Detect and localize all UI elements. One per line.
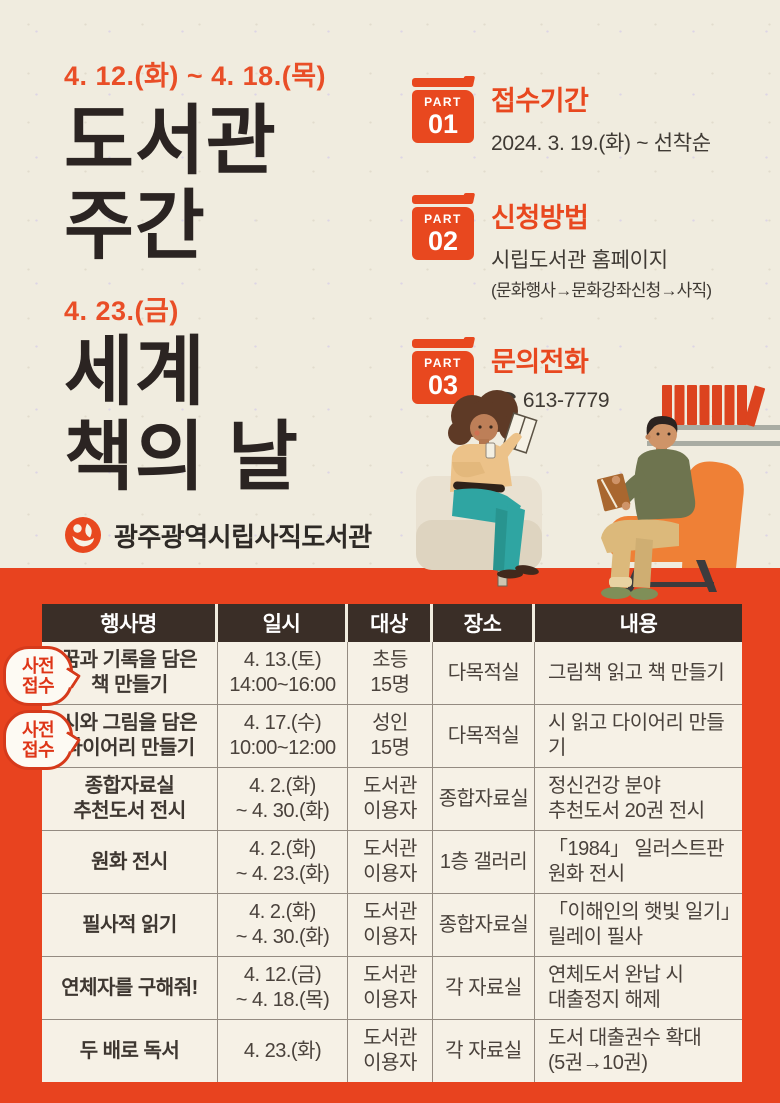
- organization-name: 광주광역시립사직도서관: [114, 521, 372, 552]
- table-row: 원화 전시 4. 2.(화) ~ 4. 23.(화) 도서관 이용자 1층 갤러…: [42, 830, 742, 893]
- title-world-book-day: 세계 책의 날: [64, 330, 372, 500]
- event-target: 도서관 이용자: [348, 957, 433, 1019]
- part-item-reception-period: PART 01 접수기간 2024. 3. 19.(화) ~ 선착순: [412, 78, 777, 157]
- book-cover-body: PART 02: [412, 207, 474, 260]
- table-row: 시와 그림을 담은 다이어리 만들기 4. 17.(수) 10:00~12:00…: [42, 704, 742, 767]
- man-reading-figure: [596, 416, 696, 600]
- event-place: 1층 갤러리: [433, 831, 535, 893]
- event-target: 도서관 이용자: [348, 1020, 433, 1082]
- organization-row: 광주광역시립사직도서관: [64, 516, 372, 554]
- part-detail: 시립도서관 홈페이지: [491, 249, 668, 272]
- red-book-icon: PART 03: [412, 339, 474, 404]
- part-tag: PART: [424, 355, 462, 370]
- event-target: 도서관 이용자: [348, 831, 433, 893]
- event-target: 성인 15명: [348, 705, 433, 767]
- part-number: 03: [427, 369, 459, 400]
- library-logo-icon: [65, 517, 101, 554]
- part-detail-sub: (문화행사→문화강좌신청→사직): [491, 281, 712, 300]
- part-number: 01: [427, 108, 459, 139]
- book-cover-body: PART 01: [412, 90, 474, 143]
- reading-people-illustration: [416, 385, 780, 600]
- table-row: 연체자를 구해줘! 4. 12.(금) ~ 4. 18.(목) 도서관 이용자 …: [42, 956, 742, 1019]
- event-target: 초등 15명: [348, 642, 433, 704]
- library-week-dates: 4. 12.(화) ~ 4. 18.(목): [64, 61, 327, 91]
- event-date: 4. 17.(수) 10:00~12:00: [218, 705, 348, 767]
- table-row: 두 배로 독서 4. 23.(화) 도서관 이용자 각 자료실 도서 대출권수 …: [42, 1019, 742, 1082]
- part-text: 신청방법 시립도서관 홈페이지 (문화행사→문화강좌신청→사직): [491, 195, 712, 301]
- book-cover-top: [412, 195, 467, 204]
- info-parts: PART 01 접수기간 2024. 3. 19.(화) ~ 선착순 PART …: [412, 78, 777, 451]
- part-tag: PART: [424, 94, 462, 109]
- book-cover-body: PART 03: [412, 351, 474, 404]
- hero-section: 4. 12.(화) ~ 4. 18.(목) 도서관 주간 4. 23.(금) 세…: [64, 54, 372, 554]
- event-description: 시 읽고 다이어리 만들기: [548, 712, 725, 759]
- event-place: 다목적실: [433, 705, 535, 767]
- event-target: 도서관 이용자: [348, 768, 433, 830]
- part-item-phone-inquiry: PART 03 문의전화 ☎613-7779: [412, 339, 777, 413]
- table-row: 종합자료실 추천도서 전시 4. 2.(화) ~ 4. 30.(화) 도서관 이…: [42, 767, 742, 830]
- event-name: 두 배로 독서: [42, 1020, 218, 1082]
- bookshelf-icon: [647, 385, 780, 446]
- title-line: 주간: [64, 184, 206, 270]
- part-number: 02: [427, 225, 459, 256]
- part-title: 접수기간: [491, 86, 589, 116]
- table-row: 필사적 읽기 4. 2.(화) ~ 4. 30.(화) 도서관 이용자 종합자료…: [42, 893, 742, 956]
- column-header-event: 행사명: [42, 604, 218, 642]
- part-title: 문의전화: [491, 347, 589, 377]
- book-cover-top: [412, 339, 467, 348]
- book-day-date: 4. 23.(금): [64, 296, 179, 327]
- column-header-description: 내용: [619, 613, 658, 636]
- event-place: 종합자료실: [433, 894, 535, 956]
- event-place: 종합자료실: [433, 768, 535, 830]
- event-target: 도서관 이용자: [348, 894, 433, 956]
- title-line: 도서관: [64, 99, 277, 184]
- event-description: 「이해인의 햇빛 일기」 릴레이 필사: [548, 901, 741, 948]
- phone-number: 613-7779: [522, 389, 610, 412]
- woman-reading-figure: [448, 390, 539, 579]
- event-date: 4. 13.(토) 14:00~16:00: [218, 642, 348, 704]
- event-name: 필사적 읽기: [42, 894, 218, 956]
- column-header-place: 장소: [433, 604, 535, 642]
- event-name: 원화 전시: [42, 831, 218, 893]
- event-description: 그림책 읽고 책 만들기: [548, 661, 725, 684]
- event-date: 4. 2.(화) ~ 4. 23.(화): [218, 831, 348, 893]
- part-tag: PART: [424, 211, 462, 226]
- event-place: 다목적실: [433, 642, 535, 704]
- part-detail: 2024. 3. 19.(화) ~ 선착순: [491, 132, 711, 155]
- book-cover-top: [412, 78, 467, 87]
- event-description: 「1984」 일러스트판 원화 전시: [548, 838, 725, 885]
- event-description: 정신건강 분야 추천도서 20권 전시: [548, 775, 705, 822]
- event-date: 4. 23.(화): [218, 1020, 348, 1082]
- part-item-how-to-apply: PART 02 신청방법 시립도서관 홈페이지 (문화행사→문화강좌신청→사직): [412, 195, 777, 301]
- event-date: 4. 12.(금) ~ 4. 18.(목): [218, 957, 348, 1019]
- event-date: 4. 2.(화) ~ 4. 30.(화): [218, 768, 348, 830]
- event-place: 각 자료실: [433, 1020, 535, 1082]
- event-description: 도서 대출권수 확대 (5권→10권): [548, 1027, 702, 1074]
- red-book-icon: PART 01: [412, 78, 474, 143]
- event-name: 연체자를 구해줘!: [42, 957, 218, 1019]
- event-place: 각 자료실: [433, 957, 535, 1019]
- part-title: 신청방법: [491, 203, 589, 233]
- red-book-icon: PART 02: [412, 195, 474, 260]
- column-header-target: 대상: [348, 604, 433, 642]
- column-header-datetime: 일시: [218, 604, 348, 642]
- event-description: 연체도서 완납 시 대출정지 해제: [548, 964, 684, 1011]
- event-schedule-table: 행사명 일시 대상 장소 내용 꿈과 기록을 담은 책 만들기 4. 13.(토…: [42, 604, 742, 1082]
- title-line: 책의 날: [64, 415, 299, 501]
- table-header-row: 행사명 일시 대상 장소 내용: [42, 604, 742, 642]
- table-row: 꿈과 기록을 담은 책 만들기 4. 13.(토) 14:00~16:00 초등…: [42, 642, 742, 704]
- event-name: 시와 그림을 담은 다이어리 만들기: [42, 705, 218, 767]
- title-library-week: 도서관 주간: [64, 99, 372, 269]
- title-line: 세계: [64, 330, 206, 416]
- event-date: 4. 2.(화) ~ 4. 30.(화): [218, 894, 348, 956]
- pre-registration-badge: 사전 접수: [3, 710, 73, 770]
- part-text: 접수기간 2024. 3. 19.(화) ~ 선착순: [491, 78, 711, 157]
- event-name: 종합자료실 추천도서 전시: [42, 768, 218, 830]
- pre-registration-badge: 사전 접수: [3, 646, 73, 706]
